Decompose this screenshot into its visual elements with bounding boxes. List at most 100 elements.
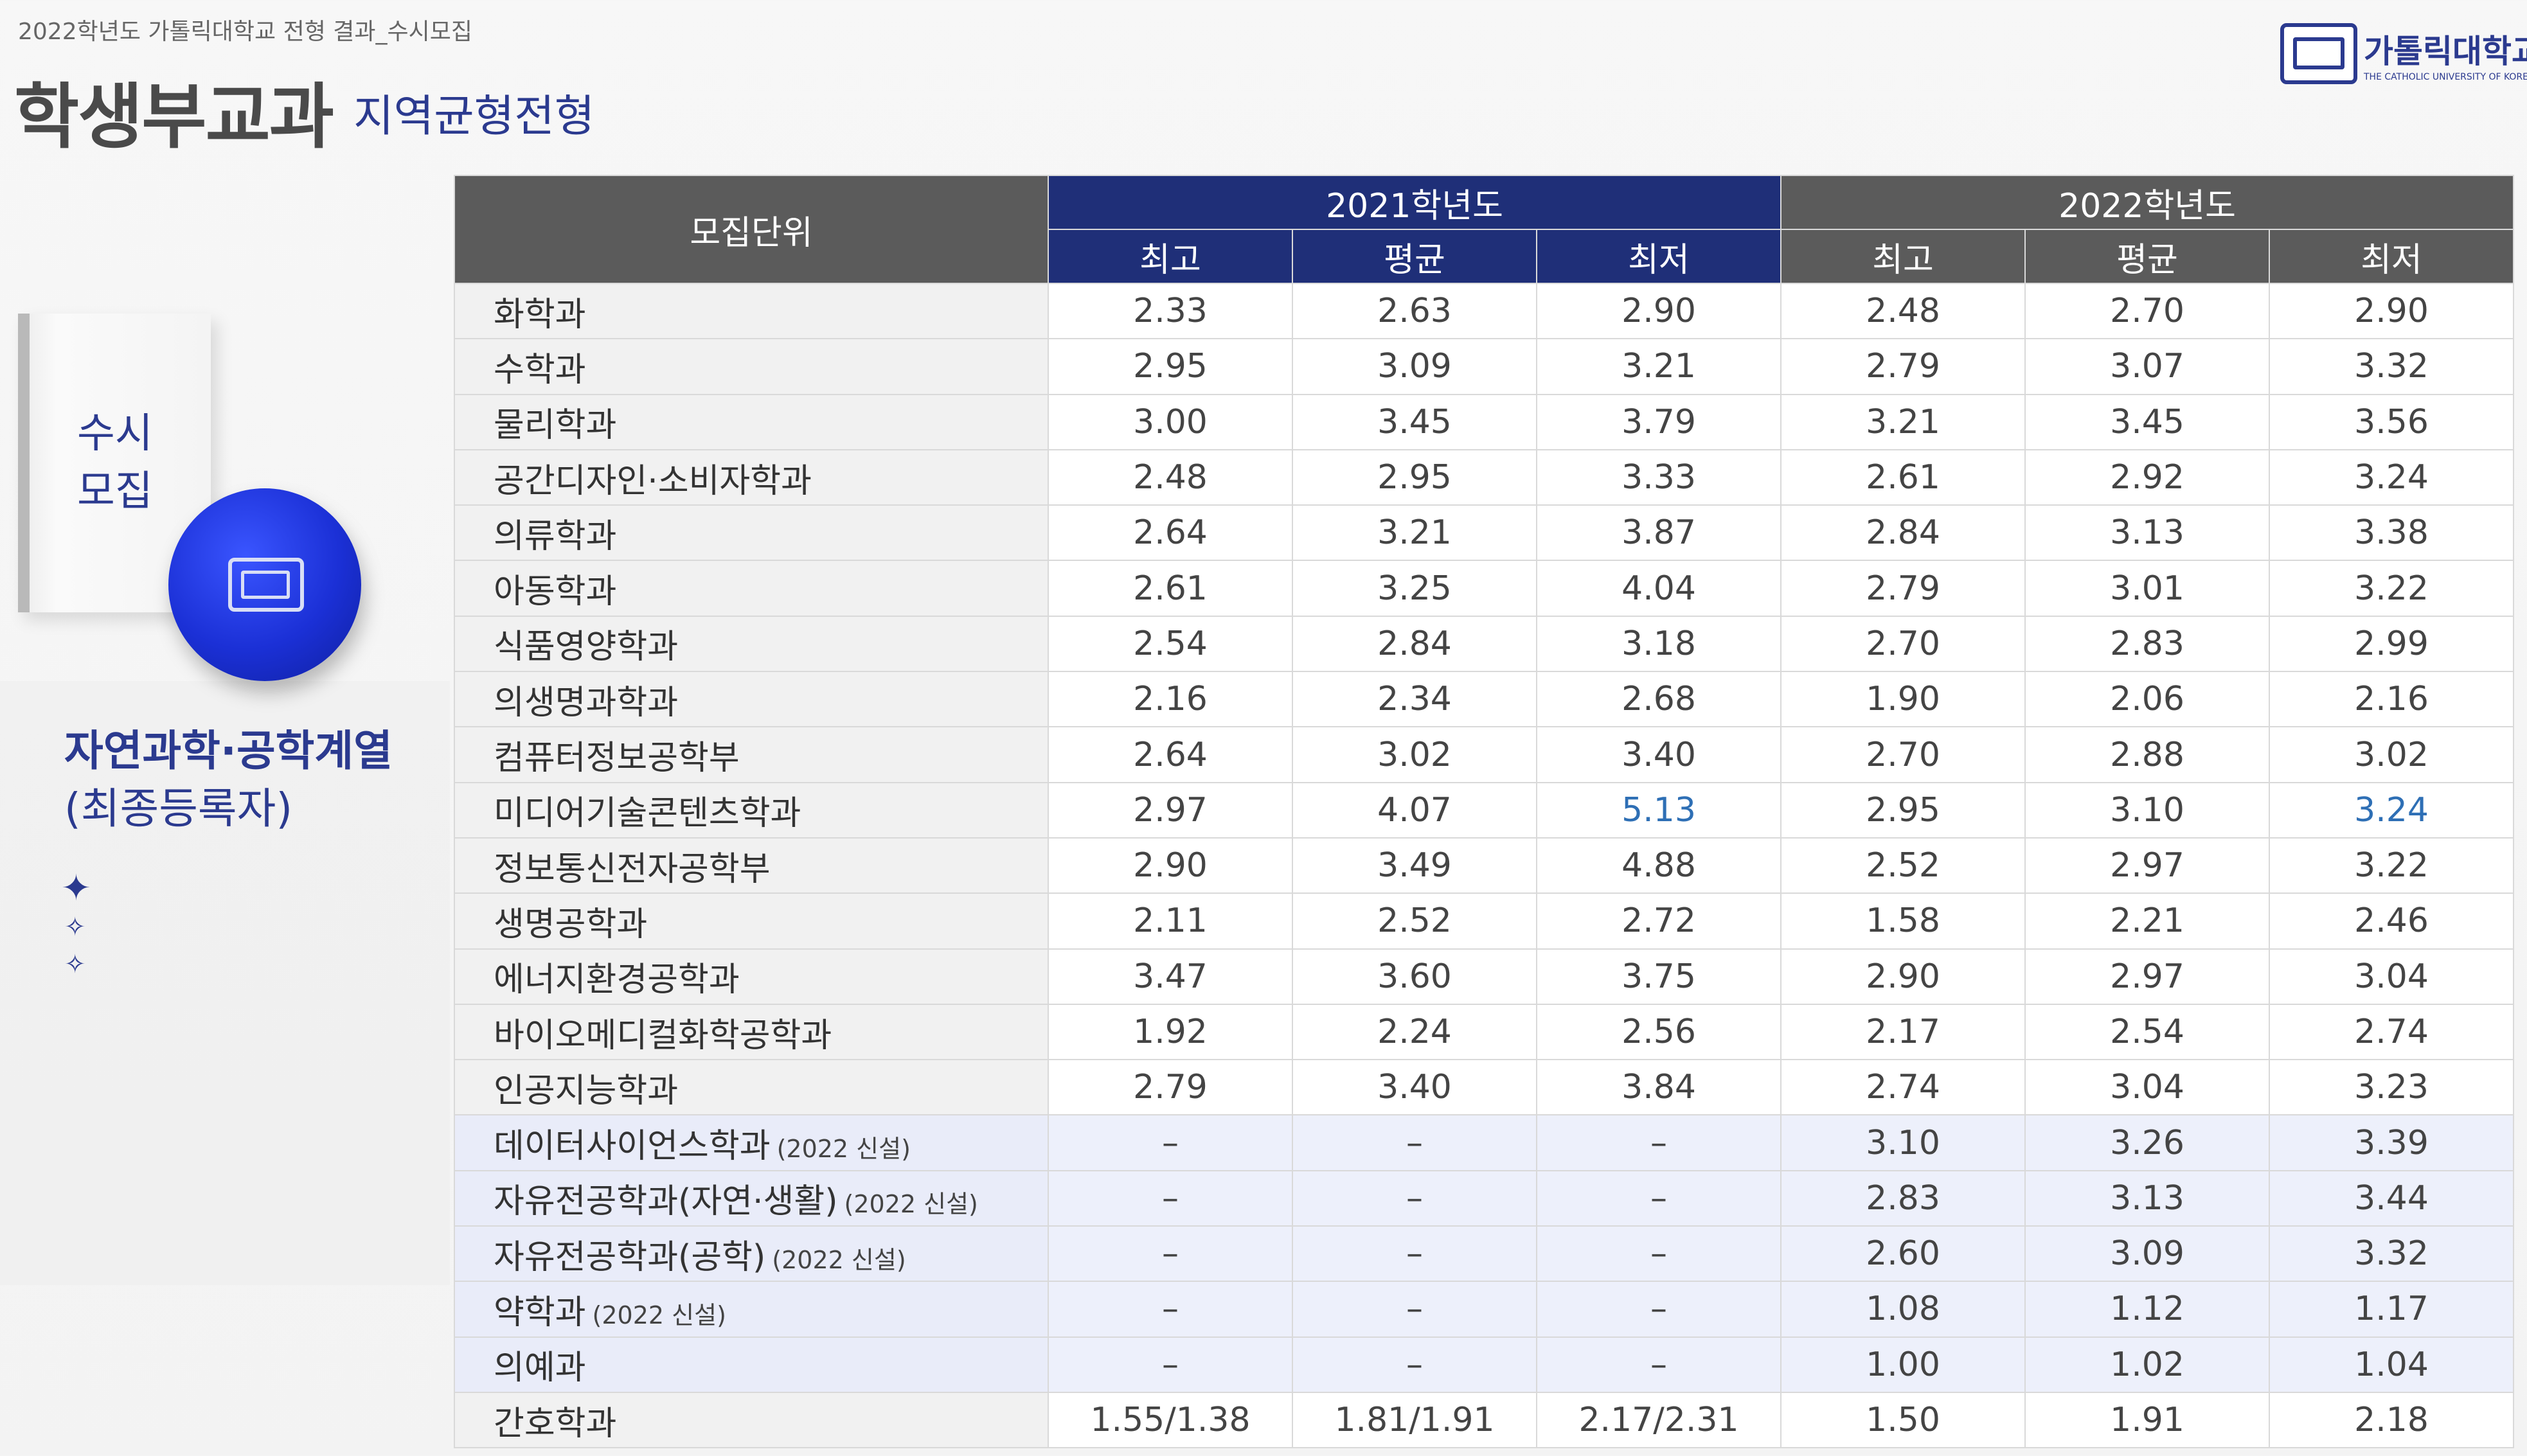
score-cell: 1.12 [2024, 1281, 2271, 1338]
recruitment-unit-cell: 의예과 [454, 1336, 1049, 1393]
score-cell: 2.52 [1292, 892, 1537, 950]
recruitment-unit-cell: 컴퓨터정보공학부 [454, 726, 1049, 783]
table-row: 바이오메디컬화학공학과 1.92 2.24 2.56 2.17 2.54 2.74 [454, 1003, 2515, 1061]
booklet-label-line1: 수시 [77, 410, 153, 457]
recruitment-unit-cell: 에너지환경공학과 [454, 948, 1049, 1005]
score-cell: 3.10 [1780, 1114, 2026, 1171]
score-cell: 3.18 [1535, 615, 1782, 673]
header-recruitment-unit: 모집단위 [454, 175, 1049, 284]
table-row: 화학과 2.33 2.63 2.90 2.48 2.70 2.90 [454, 282, 2515, 340]
field-title: 자연과학·공학계열 [64, 726, 393, 776]
score-cell: 2.68 [1535, 671, 1782, 728]
score-cell: 2.83 [1780, 1169, 2026, 1227]
score-cell: 1.04 [2269, 1336, 2515, 1393]
recruitment-unit-cell: 의생명과학과 [454, 671, 1049, 728]
recruitment-unit-name: 아동학과 [494, 573, 617, 612]
recruitment-unit-cell: 공간디자인·소비자학과 [454, 448, 1049, 506]
header-2022-min: 최저 [2269, 229, 2515, 284]
table-row: 데이터사이언스학과 (2022 신설) – – –3.10 3.26 3.39 [454, 1114, 2515, 1171]
score-cell: – [1292, 1169, 1537, 1227]
score-cell: 2.06 [2024, 671, 2271, 728]
score-cell: 2.63 [1292, 282, 1537, 340]
score-cell: 3.02 [1292, 726, 1537, 783]
recruitment-unit-cell: 약학과 (2022 신설) [454, 1281, 1049, 1338]
score-cell: 3.47 [1048, 948, 1293, 1005]
new-department-note: (2022 신설) [776, 1135, 911, 1164]
table-row: 자유전공학과(자연·생활) (2022 신설) – – –2.83 3.13 3.44 [454, 1169, 2515, 1227]
score-cell: 5.13 [1535, 781, 1782, 839]
table-row: 자유전공학과(공학) (2022 신설) – – –2.60 3.09 3.32 [454, 1225, 2515, 1283]
recruitment-unit-name: 자유전공학과(자연·생활) [494, 1182, 838, 1221]
score-cell: 3.40 [1535, 726, 1782, 783]
header-2022-avg: 평균 [2024, 229, 2271, 284]
recruitment-unit-name: 생명공학과 [494, 905, 648, 944]
blue-ball-emblem [168, 488, 361, 681]
score-cell: 1.81/1.91 [1292, 1391, 1537, 1449]
score-cell: 2.97 [2024, 948, 2271, 1005]
recruitment-unit-cell: 간호학과 [454, 1391, 1049, 1449]
score-cell: – [1048, 1225, 1293, 1283]
score-cell: 2.83 [2024, 615, 2271, 673]
table-row: 정보통신전자공학부 2.90 3.49 4.88 2.52 2.97 3.22 [454, 837, 2515, 894]
new-department-note: (2022 신설) [592, 1301, 726, 1329]
score-cell: 2.24 [1292, 1003, 1537, 1061]
table-row: 간호학과 1.55/1.38 1.81/1.91 2.17/2.31 1.50 1.91 2… [454, 1391, 2515, 1449]
recruitment-unit-cell: 인공지능학과 [454, 1059, 1049, 1116]
score-cell: 3.21 [1292, 504, 1537, 562]
score-cell: 2.70 [1780, 726, 2026, 783]
score-cell: 3.79 [1535, 393, 1782, 450]
score-cell: 2.74 [1780, 1059, 2026, 1116]
score-cell: 3.21 [1535, 338, 1782, 395]
score-cell: 3.13 [2024, 504, 2271, 562]
score-cell: 2.34 [1292, 671, 1537, 728]
table-row: 수학과 2.95 3.09 3.21 2.79 3.07 3.32 [454, 338, 2515, 395]
score-cell: 2.92 [2024, 448, 2271, 506]
score-cell: 3.09 [1292, 338, 1537, 395]
score-cell: 3.56 [2269, 393, 2515, 450]
score-cell: 2.11 [1048, 892, 1293, 950]
field-subtitle: (최종등록자) [64, 784, 293, 833]
score-cell: 2.90 [1780, 948, 2026, 1005]
table-row: 의예과 – – –1.00 1.02 1.04 [454, 1336, 2515, 1393]
table-row: 의류학과 2.64 3.21 3.87 2.84 3.13 3.38 [454, 504, 2515, 562]
score-cell: 2.16 [1048, 671, 1293, 728]
recruitment-unit-cell: 식품영양학과 [454, 615, 1049, 673]
recruitment-unit-name: 화학과 [494, 295, 586, 334]
score-cell: 1.02 [2024, 1336, 2271, 1393]
score-cell: 2.17/2.31 [1535, 1391, 1782, 1449]
score-cell: 4.88 [1535, 837, 1782, 894]
score-cell: 2.46 [2269, 892, 2515, 950]
header-2021-min: 최저 [1535, 229, 1782, 284]
table-row: 약학과 (2022 신설) – – –1.08 1.12 1.17 [454, 1281, 2515, 1338]
score-cell: 2.79 [1048, 1059, 1293, 1116]
score-cell: 3.45 [2024, 393, 2271, 450]
sparkle-outline-icon: ✧ [64, 950, 86, 979]
score-cell: 2.90 [1535, 282, 1782, 340]
recruitment-unit-name: 물리학과 [494, 406, 617, 445]
score-cell: 2.70 [2024, 282, 2271, 340]
score-cell: 2.70 [1780, 615, 2026, 673]
header-2021-avg: 평균 [1292, 229, 1537, 284]
table-row: 미디어기술콘텐츠학과 2.97 4.07 5.13 2.95 3.10 3.24 [454, 781, 2515, 839]
score-cell: 3.32 [2269, 338, 2515, 395]
score-cell: 2.90 [1048, 837, 1293, 894]
recruitment-unit-name: 바이오메디컬화학공학과 [494, 1016, 832, 1055]
score-cell: 1.08 [1780, 1281, 2026, 1338]
recruitment-unit-name: 에너지환경공학과 [494, 961, 740, 1000]
score-cell: 3.49 [1292, 837, 1537, 894]
recruitment-unit-name: 식품영양학과 [494, 628, 679, 667]
score-cell: 1.92 [1048, 1003, 1293, 1061]
score-cell: 3.07 [2024, 338, 2271, 395]
score-cell: – [1535, 1281, 1782, 1338]
table-row: 공간디자인·소비자학과 2.48 2.95 3.33 2.61 2.92 3.24 [454, 448, 2515, 506]
logo-english-name: THE CATHOLIC UNIVERSITY OF KOREA [2364, 71, 2527, 82]
score-cell: 3.25 [1292, 560, 1537, 617]
score-cell: 1.50 [1780, 1391, 2026, 1449]
score-cell: 3.39 [2269, 1114, 2515, 1171]
booklet-spine [18, 314, 30, 612]
score-cell: – [1292, 1336, 1537, 1393]
table-row: 아동학과 2.61 3.25 4.04 2.79 3.01 3.22 [454, 560, 2515, 617]
recruitment-unit-cell: 데이터사이언스학과 (2022 신설) [454, 1114, 1049, 1171]
score-cell: 2.54 [1048, 615, 1293, 673]
score-cell: 2.97 [1048, 781, 1293, 839]
